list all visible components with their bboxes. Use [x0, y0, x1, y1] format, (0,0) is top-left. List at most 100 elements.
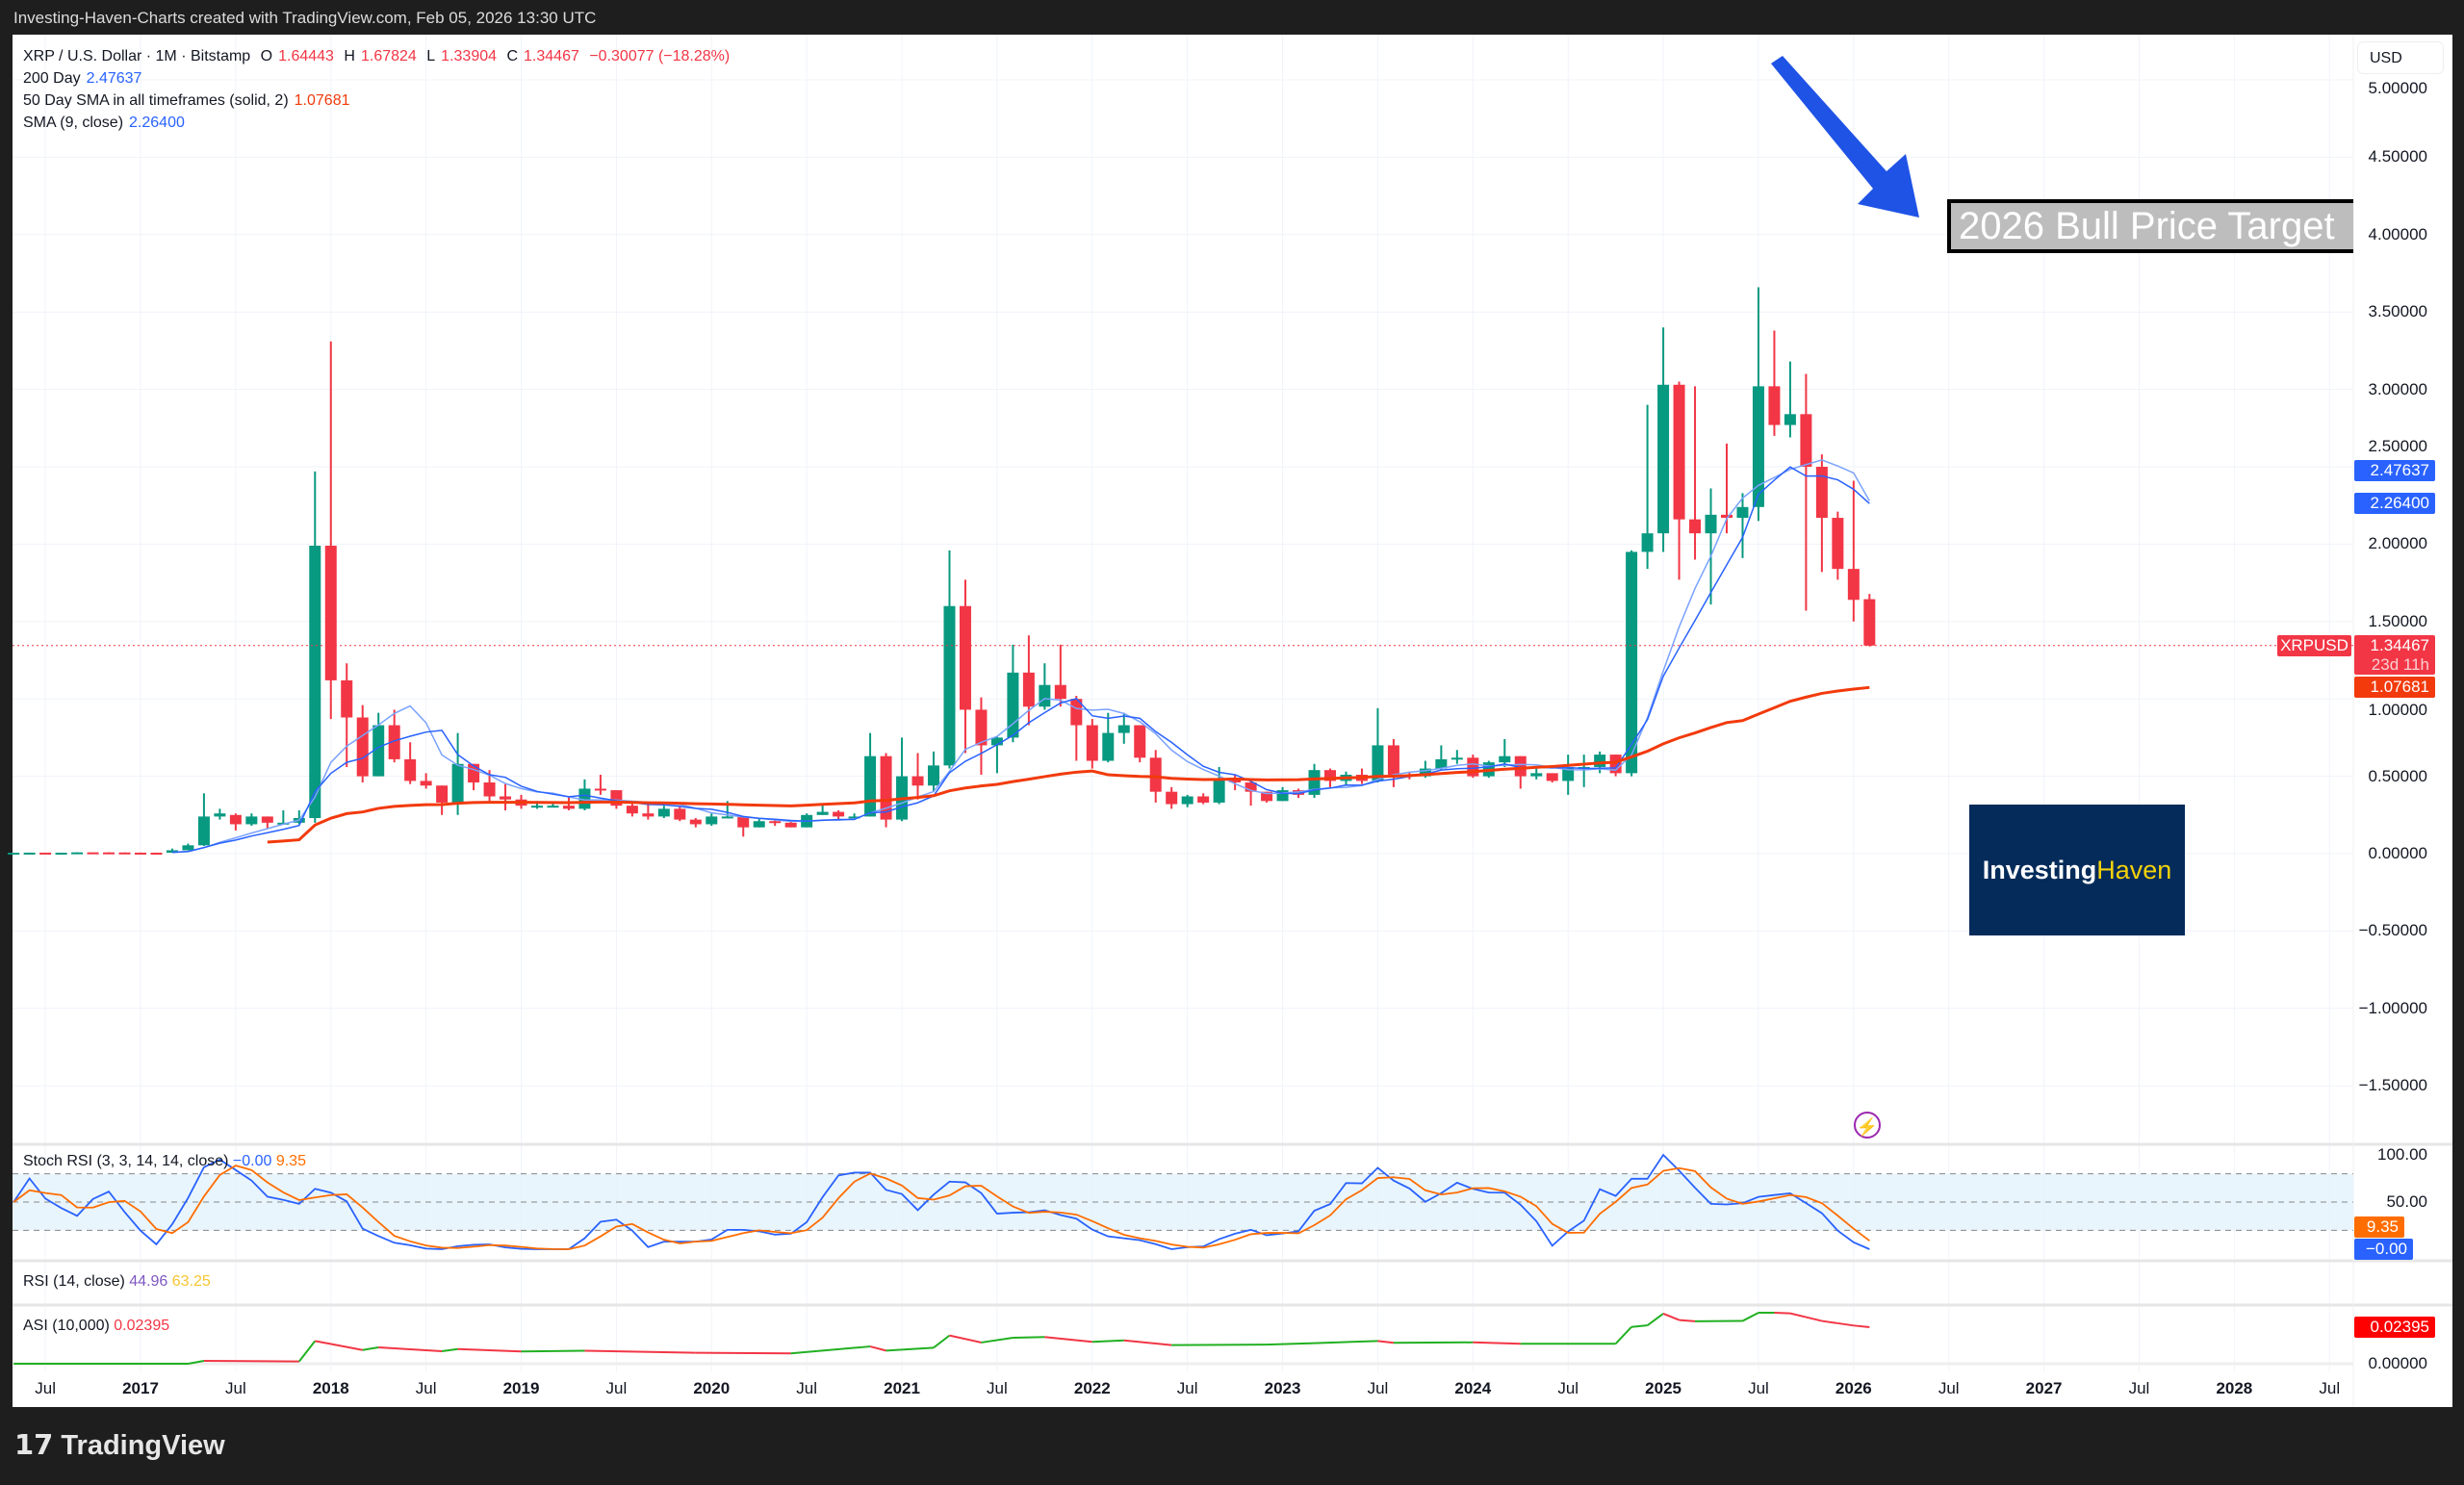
candle-body: [1450, 757, 1463, 760]
time-tick: 2019: [502, 1379, 540, 1397]
candle-body: [388, 725, 400, 759]
candle-body: [1324, 770, 1336, 781]
time-tick: Jul: [2319, 1379, 2341, 1397]
candle-body: [975, 709, 988, 746]
asi-segment: [790, 1345, 871, 1355]
high-value: 1.67824: [360, 48, 417, 64]
time-tick: 2025: [1645, 1379, 1681, 1397]
sma9-name: SMA (9, close): [23, 115, 124, 131]
open-label: O: [260, 48, 273, 64]
currency-button[interactable]: USD: [2357, 41, 2444, 74]
asi-segment: [1013, 1336, 1045, 1340]
asi-segment: [1806, 1316, 1823, 1322]
tv-logo-icon: 𝟭𝟳: [14, 1430, 62, 1461]
asi-segment: [949, 1334, 982, 1344]
asi-legend[interactable]: ASI (10,000) 0.02395: [23, 1318, 169, 1335]
candle-body: [1847, 569, 1860, 601]
legend-ma200[interactable]: 200 Day 2.47637: [23, 67, 735, 90]
price-tick: 3.00000: [2368, 379, 2427, 398]
open-value: 1.64443: [278, 48, 334, 64]
price-tick: 4.50000: [2368, 147, 2427, 166]
candle-body: [721, 816, 733, 819]
time-tick: Jul: [1748, 1379, 1769, 1397]
asi-segment: [298, 1340, 317, 1363]
candle-body: [990, 737, 1003, 746]
candle-body: [1800, 414, 1812, 467]
candle-body: [436, 785, 449, 803]
candle-body: [483, 782, 496, 797]
price-tick: −1.00000: [2358, 998, 2427, 1017]
price-tick: −1.50000: [2358, 1076, 2427, 1095]
stoch-tick-50: 50.00: [2386, 1192, 2427, 1211]
candle-body: [229, 814, 242, 825]
candle-body: [404, 758, 417, 781]
candle-body: [71, 852, 84, 855]
candle-body: [150, 852, 163, 855]
time-tick: Jul: [415, 1379, 437, 1397]
candle-body: [1467, 757, 1479, 777]
candle-body: [39, 852, 52, 855]
candle-body: [674, 808, 686, 820]
candle-body: [1530, 773, 1543, 777]
symbol-title[interactable]: XRP / U.S. Dollar · 1M · Bitstamp: [23, 48, 251, 64]
candle-body: [1245, 782, 1257, 792]
candle-body: [833, 811, 845, 817]
candle-body: [1387, 745, 1399, 775]
candle-body: [1832, 518, 1844, 570]
lightning-icon[interactable]: ⚡: [1854, 1112, 1881, 1139]
candle-body: [531, 806, 543, 808]
time-tick: Jul: [1176, 1379, 1198, 1397]
attribution: Investing-Haven-Charts created with Trad…: [13, 9, 597, 27]
time-tick: Jul: [1557, 1379, 1579, 1397]
asi-label: ASI (10,000): [23, 1318, 110, 1334]
candle-body: [23, 852, 36, 855]
candle-body: [1752, 386, 1764, 507]
candle-body: [1768, 386, 1781, 425]
tv-brand-text: TradingView: [61, 1430, 225, 1461]
candle-body: [324, 546, 337, 680]
time-tick: Jul: [2128, 1379, 2150, 1397]
asi-segment: [188, 1360, 205, 1365]
candle-body: [1736, 506, 1749, 519]
time-tick: 2021: [884, 1379, 920, 1397]
ma200-name: 200 Day: [23, 70, 81, 87]
candle-body: [1229, 779, 1242, 783]
candle-body: [816, 811, 829, 815]
asi-segment: [1377, 1340, 1395, 1344]
candle-body: [784, 822, 797, 828]
close-value: 1.34467: [524, 48, 579, 64]
ma200-value: 2.47637: [86, 70, 142, 87]
candle-body: [1213, 779, 1225, 803]
time-tick: 2017: [122, 1379, 159, 1397]
candle-body: [642, 813, 654, 817]
asi-segment: [1473, 1341, 1521, 1345]
candle-body: [55, 853, 67, 856]
sma50-line: [267, 685, 1870, 844]
candle-body: [1721, 514, 1732, 519]
candle-body: [197, 816, 210, 846]
bull-price-target-box[interactable]: 2026 Bull Price Target: [1947, 199, 2353, 253]
candle-body: [451, 763, 464, 803]
asi-segment: [886, 1346, 935, 1352]
asi-segment: [584, 1349, 696, 1354]
candle-body: [1054, 684, 1066, 700]
legend-sma9[interactable]: SMA (9, close) 2.26400: [23, 112, 735, 134]
candle-body: [848, 816, 860, 819]
legend-sma50[interactable]: 50 Day SMA in all timeframes (solid, 2) 1…: [23, 90, 735, 112]
asi-segment: [1091, 1339, 1124, 1344]
time-tick: 2018: [312, 1379, 349, 1397]
asi-segment: [933, 1334, 951, 1349]
candle-body: [8, 853, 20, 856]
stoch-rsi-legend[interactable]: Stoch RSI (3, 3, 14, 14, close) −0.00 9.…: [23, 1153, 306, 1170]
rsi-legend[interactable]: RSI (14, close) 44.96 63.25: [23, 1273, 211, 1291]
candle-body: [706, 816, 718, 825]
symbol-price-label: XRPUSD: [2277, 635, 2351, 656]
asi-segment: [315, 1340, 363, 1351]
price-tick: −0.50000: [2358, 921, 2427, 940]
candle-body: [356, 717, 369, 777]
arrow-annotation: [1771, 56, 1919, 218]
candle-body: [880, 755, 892, 820]
time-tick: Jul: [1938, 1379, 1960, 1397]
candle-body: [182, 845, 194, 851]
